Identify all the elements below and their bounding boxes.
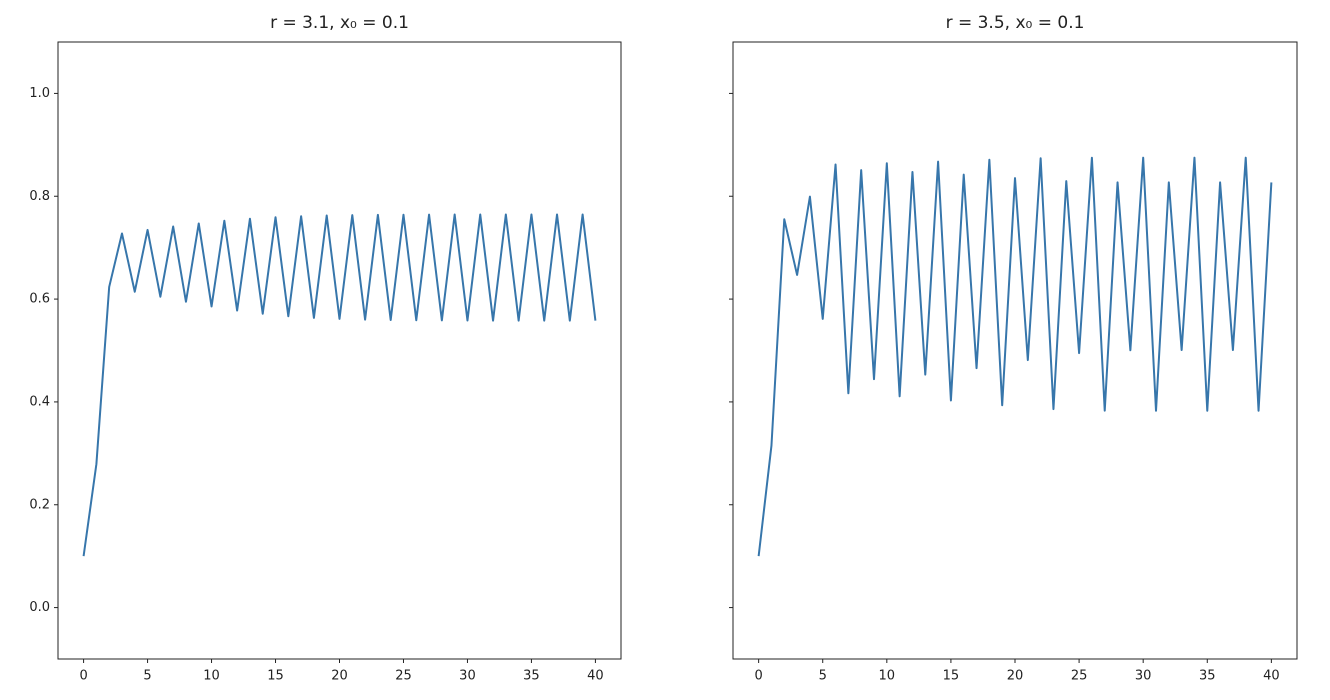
line (757, 156, 1273, 557)
x-tick-label: 10 (879, 669, 896, 684)
chart-title: r = 3.5, x₀ = 0.1 (946, 13, 1085, 33)
x-tick-label: 20 (1007, 669, 1024, 684)
x-tick-label: 25 (395, 669, 412, 684)
x-tick-label: 10 (203, 669, 220, 684)
plot-frame (57, 41, 622, 660)
plot-frame (732, 41, 1298, 660)
x-tick-label: 5 (143, 669, 151, 684)
subplot: r = 3.5, x₀ = 0.1 0 5 10 15 20 25 30 35 40 (729, 13, 1298, 684)
x-tick-label: 0 (754, 669, 762, 684)
x-tick-label: 5 (819, 669, 827, 684)
x-tick-label: 30 (1135, 669, 1152, 684)
y-tick-label: 0.6 (29, 292, 50, 307)
x-tick-label: 35 (523, 669, 540, 684)
x-tick-label: 35 (1199, 669, 1216, 684)
y-tick-label: 0.4 (29, 394, 50, 409)
x-tick-label: 30 (459, 669, 476, 684)
y-tick-label: 0.0 (29, 600, 50, 615)
x-tick-label: 40 (587, 669, 604, 684)
chart-title: r = 3.1, x₀ = 0.1 (270, 13, 409, 33)
line (82, 213, 597, 557)
x-tick-label: 25 (1071, 669, 1088, 684)
x-tick-label: 40 (1263, 669, 1280, 684)
subplot: r = 3.1, x₀ = 0.1 0.0 0.2 0.4 0.6 0.8 1.0 0 5 10 1… (29, 13, 622, 684)
x-tick-label: 20 (331, 669, 348, 684)
x-tick-label: 15 (943, 669, 960, 684)
y-tick-label: 1.0 (29, 86, 50, 101)
y-tick-label: 0.8 (29, 189, 50, 204)
y-tick-label: 0.2 (29, 497, 50, 512)
x-tick-label: 0 (79, 669, 87, 684)
x-tick-label: 15 (267, 669, 284, 684)
